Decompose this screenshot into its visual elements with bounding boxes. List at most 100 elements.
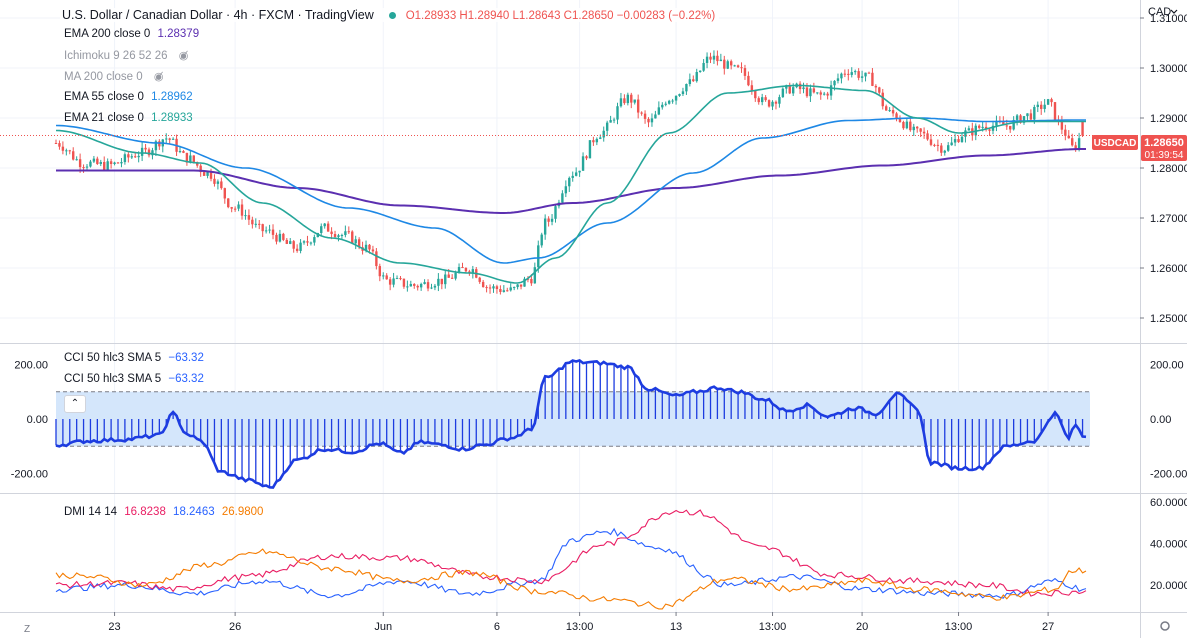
candle-body bbox=[344, 231, 347, 236]
candle-body bbox=[409, 284, 413, 287]
candle-body bbox=[550, 218, 554, 222]
candle-body bbox=[1071, 138, 1074, 146]
price-pane bbox=[0, 50, 1140, 295]
candle-body bbox=[895, 113, 898, 120]
indicator-value: −63.32 bbox=[168, 352, 204, 364]
candle-body bbox=[885, 106, 888, 111]
candle-body bbox=[891, 110, 895, 114]
collapse-button[interactable]: ⌃ bbox=[64, 395, 86, 413]
candle-body bbox=[785, 85, 788, 89]
ema200-line bbox=[56, 148, 1086, 214]
candle-body bbox=[454, 272, 457, 279]
candle-body bbox=[1060, 121, 1064, 130]
candle-body bbox=[754, 90, 757, 99]
candle-body bbox=[123, 154, 127, 163]
candle-body bbox=[826, 93, 829, 96]
candle-body bbox=[364, 244, 368, 251]
time-tick-label: 27 bbox=[1042, 621, 1054, 633]
candle-body bbox=[151, 150, 154, 156]
candle-body bbox=[413, 284, 416, 286]
candle-body bbox=[154, 141, 158, 151]
candle-body bbox=[1002, 122, 1005, 126]
candle-body bbox=[978, 125, 981, 128]
candle-body bbox=[399, 278, 402, 280]
candle-body bbox=[306, 241, 309, 243]
candle-body bbox=[916, 126, 919, 129]
indicator-label: CCI 50 hlc3 SMA 5 bbox=[64, 352, 162, 364]
candle-body bbox=[478, 277, 481, 282]
candle-body bbox=[357, 239, 361, 248]
candle-body bbox=[354, 239, 357, 244]
candle-body bbox=[630, 94, 633, 103]
candle-body bbox=[54, 143, 58, 144]
candle-body bbox=[1029, 113, 1033, 120]
candle-body bbox=[740, 67, 743, 69]
candle-body bbox=[547, 218, 550, 222]
eye-hidden-icon[interactable]: ◉̸ bbox=[178, 50, 189, 62]
indicator-legend: EMA 200 close 0 1.28379 Ichimoku 9 26 52… bbox=[64, 28, 199, 133]
timeframe[interactable]: 4h bbox=[233, 8, 248, 22]
indicator-row-ma200[interactable]: MA 200 close 0 ◉̸ bbox=[64, 70, 199, 91]
close-value: C1.28650 bbox=[563, 10, 614, 22]
candle-body bbox=[509, 287, 512, 291]
indicator-row-ichimoku[interactable]: Ichimoku 9 26 52 26 ◉̸ bbox=[64, 49, 199, 70]
candle-body bbox=[950, 142, 953, 146]
candle-body bbox=[388, 279, 392, 285]
cci-tick-label-left: 0.00 bbox=[27, 414, 48, 426]
candle-body bbox=[519, 284, 523, 287]
candle-body bbox=[326, 223, 330, 232]
indicator-row-ema200[interactable]: EMA 200 close 0 1.28379 bbox=[64, 28, 199, 49]
candle-body bbox=[116, 162, 120, 164]
symbol-title[interactable]: U.S. Dollar / Canadian Dollar bbox=[62, 8, 223, 22]
candle-body bbox=[247, 215, 251, 220]
ohlc-values: O1.28933 H1.28940 L1.28643 C1.28650 −0.0… bbox=[406, 10, 716, 22]
time-axis[interactable]: 23 26 Jun 6 13:00 13 13:00 20 13:00 27 bbox=[108, 612, 1054, 633]
candle-body bbox=[692, 79, 695, 82]
candle-body bbox=[471, 269, 475, 273]
candle-body bbox=[802, 87, 805, 90]
candle-body bbox=[103, 162, 106, 170]
candle-body bbox=[1026, 113, 1029, 117]
candle-body bbox=[251, 219, 254, 225]
candle-body bbox=[881, 92, 884, 107]
candle-body bbox=[822, 93, 826, 95]
candle-body bbox=[909, 121, 912, 131]
candle-body bbox=[1036, 104, 1039, 107]
candle-body bbox=[533, 267, 537, 284]
cci-legend-row[interactable]: CCI 50 hlc3 SMA 5 −63.32 bbox=[64, 373, 204, 394]
eye-hidden-icon[interactable]: ◉̸ bbox=[153, 71, 164, 83]
indicator-row-ema21[interactable]: EMA 21 close 0 1.28933 bbox=[64, 112, 199, 133]
cci-legend-row[interactable]: CCI 50 hlc3 SMA 5 −63.32 bbox=[64, 352, 204, 373]
candle-body bbox=[437, 278, 440, 286]
currency-selector[interactable]: CAD bbox=[1148, 6, 1178, 18]
candle-body bbox=[302, 241, 306, 243]
candle-body bbox=[991, 125, 995, 131]
candle-body bbox=[330, 231, 333, 235]
candle-body bbox=[196, 161, 199, 166]
indicator-label: CCI 50 hlc3 SMA 5 bbox=[64, 373, 162, 385]
gear-icon bbox=[1160, 621, 1170, 631]
timezone-button[interactable]: Z bbox=[24, 624, 30, 635]
cci-line bbox=[55, 358, 1087, 489]
candle-body bbox=[481, 281, 485, 288]
candle-body bbox=[640, 112, 643, 114]
candle-body bbox=[61, 146, 65, 151]
candle-body bbox=[847, 73, 850, 75]
indicator-row-ema55[interactable]: EMA 55 close 0 1.28962 bbox=[64, 91, 199, 112]
candle-body bbox=[92, 158, 96, 162]
time-tick-label: 26 bbox=[229, 621, 241, 633]
candle-body bbox=[1012, 119, 1015, 130]
settings-button[interactable] bbox=[1160, 621, 1170, 631]
candle-body bbox=[271, 229, 275, 235]
cci-histogram bbox=[55, 360, 1084, 488]
candle-body bbox=[213, 178, 216, 184]
candle-body bbox=[774, 101, 778, 104]
candle-body bbox=[268, 229, 271, 231]
candle-body bbox=[406, 286, 409, 288]
candle-body bbox=[616, 106, 619, 120]
time-tick-label: Jun bbox=[374, 621, 392, 633]
candle-body bbox=[168, 138, 171, 140]
candle-body bbox=[743, 68, 747, 76]
dmi-legend[interactable]: DMI 14 14 16.8238 18.2463 26.9800 bbox=[64, 506, 263, 518]
price-axis[interactable]: 1.25000 1.26000 1.27000 1.28000 1.29000 1.300… bbox=[11, 13, 1187, 592]
